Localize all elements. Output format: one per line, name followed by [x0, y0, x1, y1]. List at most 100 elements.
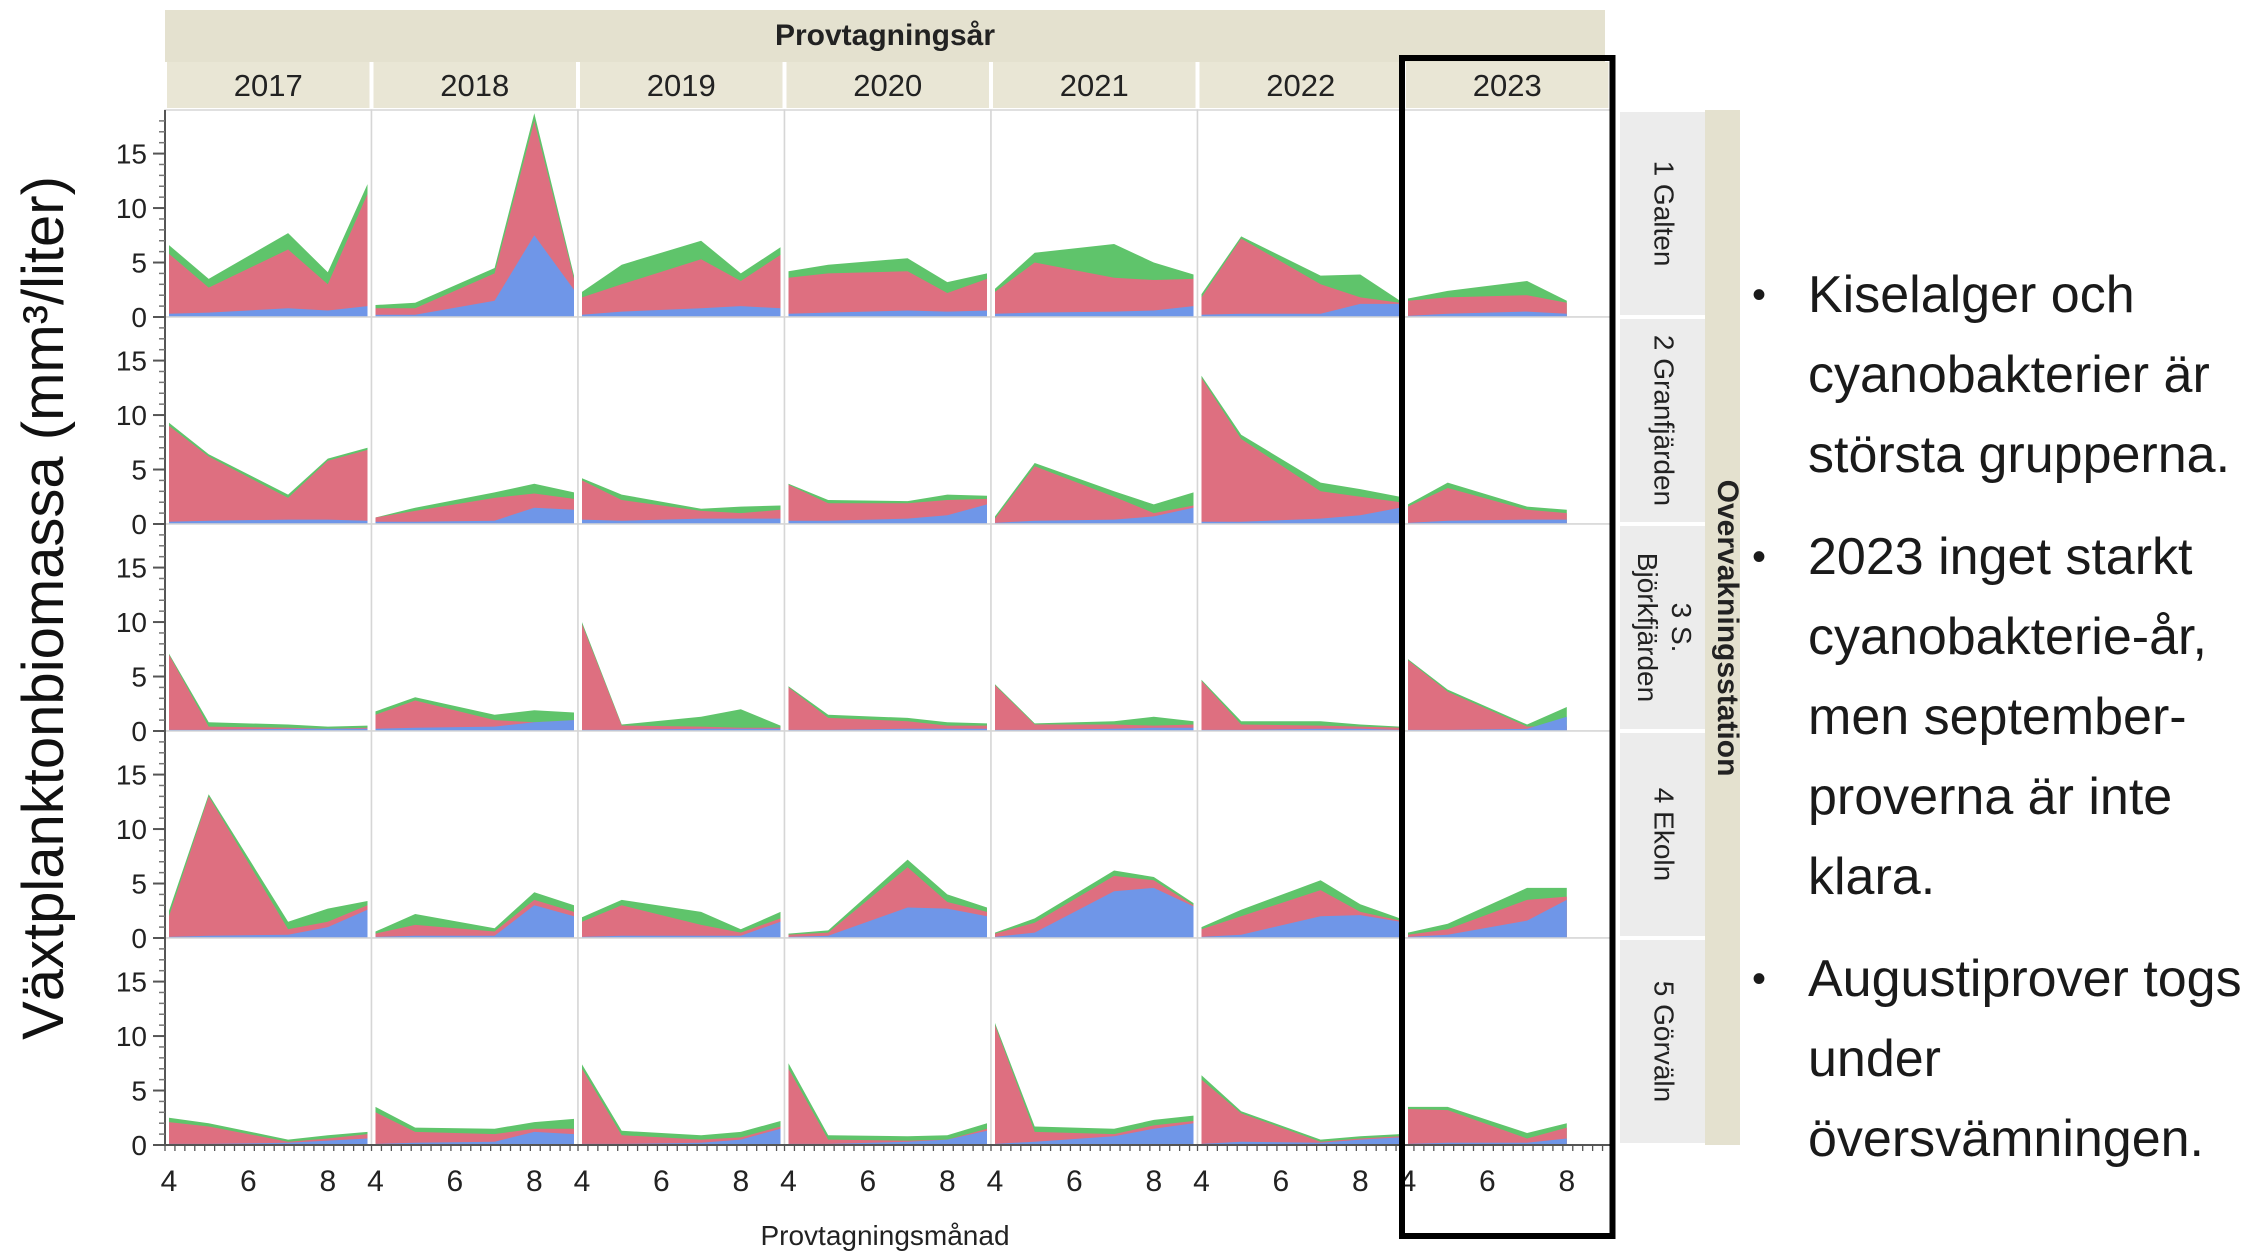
station-headers: 1 Galten 2 Granfjärden 3 S.Björkfjärden 4 E…	[1620, 112, 1705, 1143]
cyanobacteria-area	[788, 1130, 987, 1145]
station-header-label: 4 Ekoln	[1649, 788, 1680, 881]
year-header-bg	[993, 62, 1196, 108]
cyanobacteria-area	[375, 507, 574, 524]
x-tick-label: 6	[240, 1165, 257, 1198]
cyanobacteria-area	[995, 1123, 1194, 1145]
cyanobacteria-area	[1408, 899, 1567, 938]
x-tick-label: 4	[987, 1165, 1004, 1198]
year-header-bg	[580, 62, 783, 108]
note-item: Kiselalger och cyanobakterier är största…	[1748, 255, 2258, 495]
y-tick-label: 10	[116, 1021, 147, 1052]
faceted-area-chart: Provtagningsår 2017 2018 2019 2020 2021 2022 2…	[11, 10, 1740, 1251]
cyanobacteria-area	[788, 504, 987, 524]
panel-bg	[164, 523, 373, 732]
y-tick-label: 15	[116, 760, 147, 791]
x-tick-label: 6	[1273, 1165, 1290, 1198]
x-tick-label: 8	[939, 1165, 956, 1198]
y-tick-label: 5	[131, 455, 147, 486]
row-facet-title: Övervakningsstation	[1711, 480, 1740, 777]
tot-utom-area	[995, 684, 1194, 731]
year-header-label: 2017	[234, 68, 303, 103]
year-headers: 2017 2018 2019 2020 2021 2022 2023	[167, 62, 1609, 108]
x-tick-label: 8	[1352, 1165, 1369, 1198]
cyanobacteria-area	[375, 905, 574, 938]
station-header-line: 3 S.	[1665, 603, 1696, 653]
highlight-box-2023	[1399, 55, 1616, 1239]
station-header-label: 1 Galten	[1649, 161, 1680, 267]
y-tick-label: 5	[131, 662, 147, 693]
bacillariophyta-area	[169, 425, 368, 524]
bacillariophyta-area	[1201, 680, 1400, 731]
bacillariophyta-area	[169, 1122, 368, 1145]
bacillariophyta-area	[582, 624, 781, 731]
cyanobacteria-area	[788, 310, 987, 317]
station-header-bg	[1620, 319, 1705, 522]
panel-bg	[370, 523, 579, 732]
x-tick-label: 4	[367, 1165, 384, 1198]
note-item: Augustiprover togs under översvämningen.	[1748, 939, 2258, 1179]
bacillariophyta-area	[582, 480, 781, 524]
bacillariophyta-area	[1408, 660, 1567, 731]
panel-bg	[1403, 109, 1612, 318]
year-header-label: 2019	[647, 68, 716, 103]
year-header-label: 2020	[853, 68, 922, 103]
bacillariophyta-area	[169, 193, 368, 317]
y-tick-label: 5	[131, 869, 147, 900]
panel-bg	[783, 523, 992, 732]
x-tick-label: 8	[1145, 1165, 1162, 1198]
station-header-label: 2 Granfjärden	[1649, 335, 1680, 506]
bacillariophyta-area	[582, 254, 781, 317]
cyanobacteria-area	[169, 1138, 368, 1145]
bacillariophyta-area	[788, 687, 987, 731]
y-axis-title: Växtplanktonbiomassa (mm³/liter)	[11, 176, 76, 1040]
cyanobacteria-area	[1408, 311, 1567, 317]
bacillariophyta-area	[1201, 238, 1400, 317]
panel-bg	[990, 523, 1199, 732]
panel-bg	[783, 316, 992, 525]
cyanobacteria-area	[375, 1131, 574, 1145]
x-tick-label: 6	[447, 1165, 464, 1198]
y-tick-label: 0	[131, 509, 147, 540]
year-header-bg	[373, 62, 576, 108]
year-header-bg	[167, 62, 370, 108]
station-header-bg	[1620, 940, 1705, 1143]
x-tick-label: 4	[1193, 1165, 1210, 1198]
y-tick-label: 0	[131, 1130, 147, 1161]
y-tick-label: 10	[116, 814, 147, 845]
x-tick-label: 6	[1066, 1165, 1083, 1198]
cyanobacteria-area	[582, 518, 781, 524]
cyanobacteria-area	[582, 1128, 781, 1145]
cyanobacteria-area	[995, 887, 1194, 938]
y-tick-label: 15	[116, 967, 147, 998]
y-tick-label: 15	[116, 553, 147, 584]
cyanobacteria-area	[788, 907, 987, 938]
y-tick-label: 10	[116, 193, 147, 224]
station-header-label: 3 S.Björkfjärden	[1632, 553, 1697, 702]
bacillariophyta-area	[995, 685, 1194, 731]
station-header-bg	[1620, 526, 1705, 729]
cyanobacteria-area	[169, 909, 368, 938]
cyanobacteria-area	[1408, 1138, 1567, 1145]
bacillariophyta-area	[582, 905, 781, 938]
cyanobacteria-area	[582, 921, 781, 938]
bacillariophyta-area	[788, 271, 987, 317]
station-header-bg	[1620, 733, 1705, 936]
chart-panels	[164, 109, 1612, 1146]
panel-bg	[577, 730, 786, 939]
cyanobacteria-area	[1201, 1137, 1400, 1145]
cyanobacteria-area	[1408, 716, 1567, 731]
cyanobacteria-area	[169, 519, 368, 524]
cyanobacteria-area	[1201, 507, 1400, 524]
cyanobacteria-area	[1201, 915, 1400, 938]
bacillariophyta-area	[169, 796, 368, 938]
x-tick-label: 8	[1558, 1165, 1575, 1198]
year-header-bg	[1406, 62, 1609, 108]
x-tick-label: 8	[526, 1165, 543, 1198]
year-header-label: 2021	[1060, 68, 1129, 103]
y-tick-label: 5	[131, 248, 147, 279]
cyanobacteria-area	[995, 727, 1194, 731]
bacillariophyta-area	[995, 262, 1194, 317]
y-axes: 0 5 10 15 0 5 10 15 0 5 10 15 0 5 10 15 0 5 10 15	[116, 110, 166, 1161]
station-header-bg	[1620, 112, 1705, 315]
